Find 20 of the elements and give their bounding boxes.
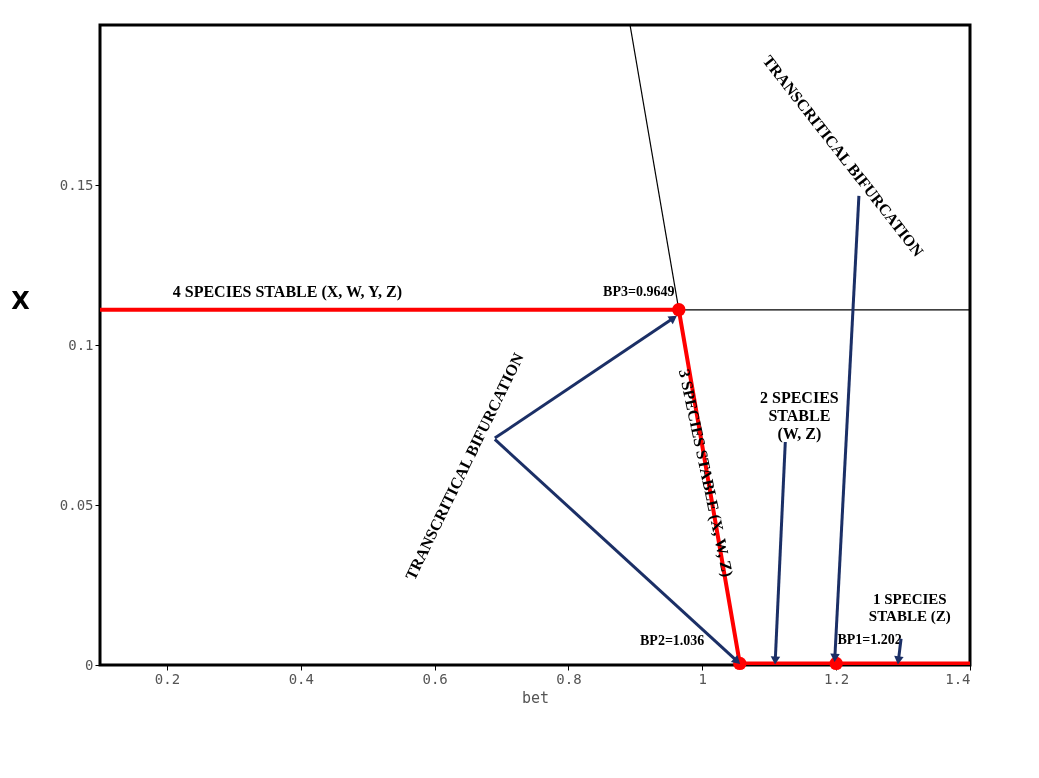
- annotation: 3 SPECIES STABLE (X, W, Z): [674, 367, 737, 579]
- y-tick-label: 0: [85, 656, 94, 673]
- x-tick-label: 1.4: [945, 670, 971, 687]
- x-tick-label: 0.4: [288, 670, 314, 687]
- annotation: BP3=0.9649: [603, 284, 675, 300]
- annotation: BP1=1.202: [837, 632, 902, 648]
- annotation: 2 SPECIES STABLE (W, Z): [759, 388, 839, 443]
- annotation: 4 SPECIES STABLE (X, W, Y, Z): [172, 283, 403, 302]
- x-tick-label: 1.2: [824, 670, 850, 687]
- annotation: BP2=1.036: [640, 633, 705, 648]
- x-tick-label: 1: [698, 670, 708, 687]
- y-tick-label: 0.15: [59, 176, 94, 193]
- x-tick-label: 0.2: [154, 670, 181, 687]
- annotation: 1 SPECIES STABLE (Z): [868, 591, 951, 626]
- x-tick-label: 0.6: [422, 670, 448, 687]
- y-axis-title: X: [11, 286, 31, 315]
- x-tick-label: 0.8: [556, 670, 582, 687]
- x-axis-title: bet: [521, 688, 550, 707]
- y-tick-label: 0.1: [68, 336, 94, 353]
- y-tick-label: 0.05: [59, 496, 94, 513]
